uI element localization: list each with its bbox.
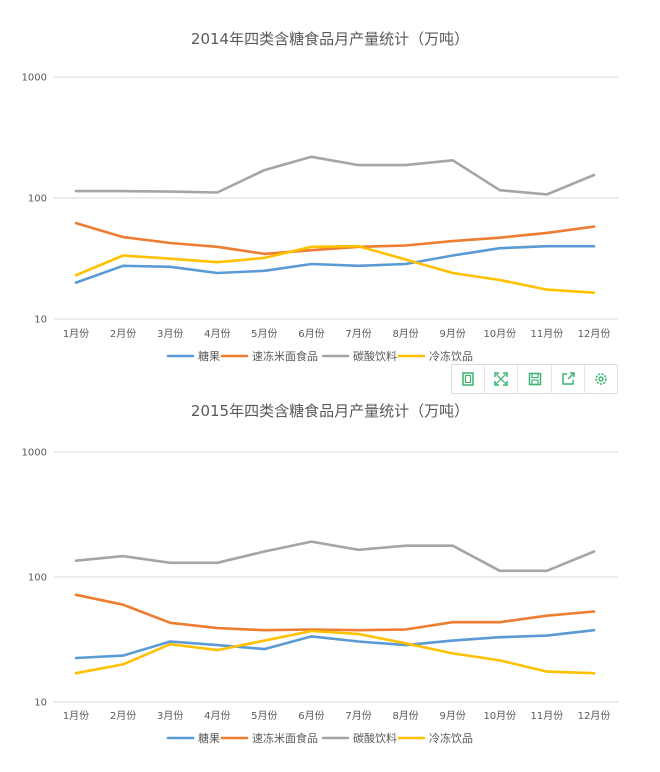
share-icon (561, 372, 575, 385)
legend-label: 糖果 (198, 731, 220, 745)
legend-label: 冷冻饮品 (429, 349, 473, 363)
x-tick-label: 2月份 (110, 710, 136, 722)
x-tick-label: 5月份 (251, 328, 277, 340)
x-tick-label: 3月份 (157, 328, 183, 340)
legend-label: 速冻米面食品 (252, 349, 318, 363)
settings-button[interactable] (585, 365, 617, 393)
series-line (74, 244, 596, 284)
fullscreen-icon (494, 372, 509, 386)
x-tick-label: 4月份 (204, 328, 230, 340)
x-tick-label: 8月份 (392, 328, 418, 340)
x-tick-label: 12月份 (578, 710, 611, 722)
legend-label: 糖果 (198, 349, 220, 363)
x-tick-label: 6月份 (298, 328, 324, 340)
chart-title: 2014年四类含糖食品月产量统计（万吨） (191, 30, 469, 48)
y-tick-label: 100 (28, 573, 47, 584)
save-button[interactable] (518, 365, 552, 393)
x-tick-label: 7月份 (345, 328, 371, 340)
x-tick-label: 6月份 (298, 710, 324, 722)
legend-label: 碳酸饮料 (353, 731, 397, 745)
x-tick-label: 4月份 (204, 710, 230, 722)
legend-label: 碳酸饮料 (353, 349, 397, 363)
x-tick-label: 11月份 (531, 328, 564, 340)
x-tick-label: 9月份 (440, 710, 466, 722)
x-tick-label: 10月份 (483, 710, 516, 722)
chart-0: 2014年四类含糖食品月产量统计（万吨） 1000 100 10 1月份 2月份 3月份 4月… (22, 30, 618, 363)
legend-label: 冷冻饮品 (429, 731, 473, 745)
series-line (74, 221, 596, 256)
series-line (74, 593, 596, 632)
y-tick-label: 10 (34, 315, 47, 326)
x-tick-label: 8月份 (392, 710, 418, 722)
series-line (74, 155, 596, 196)
x-tick-label: 5月份 (251, 710, 277, 722)
y-tick-label: 1000 (22, 448, 47, 459)
x-tick-label: 1月份 (63, 710, 89, 722)
series-line (74, 540, 596, 573)
x-tick-label: 3月份 (157, 710, 183, 722)
x-tick-label: 7月份 (345, 710, 371, 722)
share-button[interactable] (552, 365, 585, 393)
series-line (74, 244, 596, 294)
chart-toolbar (451, 364, 618, 394)
x-tick-label: 1月份 (63, 328, 89, 340)
fullscreen-button[interactable] (485, 365, 519, 393)
chart-1: 2015年四类含糖食品月产量统计（万吨） 1000 100 10 1月份 2月份 3月份 4月… (22, 402, 618, 745)
legend-label: 速冻米面食品 (252, 731, 318, 745)
save-icon (528, 372, 541, 386)
x-tick-label: 2月份 (110, 328, 136, 340)
series-line (74, 629, 596, 675)
y-tick-label: 1000 (22, 73, 47, 84)
x-tick-label: 10月份 (483, 328, 516, 340)
x-tick-label: 12月份 (578, 328, 611, 340)
copy-icon (462, 372, 474, 386)
chart-title: 2015年四类含糖食品月产量统计（万吨） (191, 402, 469, 420)
y-tick-label: 100 (28, 194, 47, 205)
x-tick-label: 11月份 (531, 710, 564, 722)
y-tick-label: 10 (34, 698, 47, 709)
copy-button[interactable] (452, 365, 486, 393)
x-tick-label: 9月份 (440, 328, 466, 340)
series-line (74, 628, 596, 660)
settings-icon (595, 373, 607, 385)
